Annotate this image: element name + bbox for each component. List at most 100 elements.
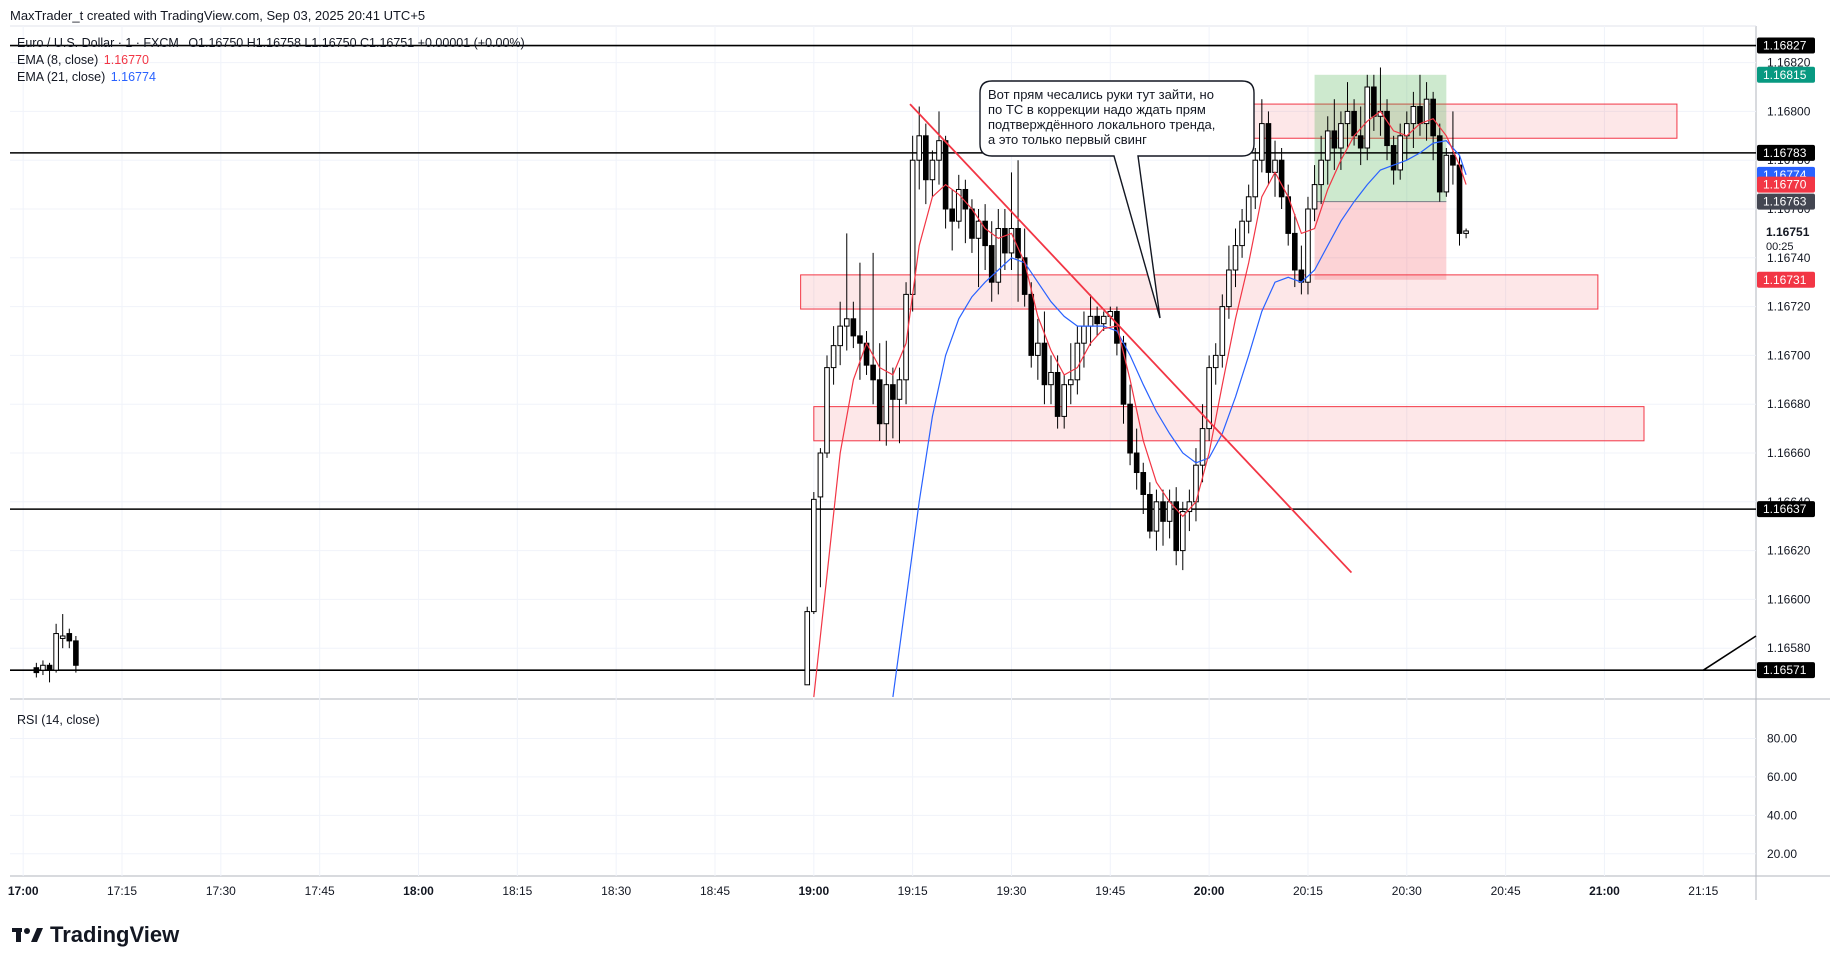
candle-up	[804, 611, 811, 686]
indicator-price-tag-bg	[1757, 193, 1815, 210]
candle-down	[46, 664, 53, 671]
ohlc-values: O1.16750 H1.16758 L1.16750 C1.16751 +0.0…	[188, 36, 525, 50]
candle-down	[1450, 154, 1456, 166]
last-price-bg	[1757, 220, 1815, 253]
ema8-line	[813, 110, 1467, 698]
price-tick-label: 1.16680	[1767, 397, 1811, 411]
ema21-line	[892, 140, 1467, 698]
candle-up	[955, 188, 962, 222]
time-tick-label: 18:15	[502, 884, 532, 898]
candle-up	[1081, 325, 1087, 344]
candle-up	[1100, 315, 1107, 325]
indicator-price-tag-bg	[1757, 66, 1815, 83]
candle-up	[1245, 196, 1252, 222]
price-tick-label: 1.16620	[1767, 544, 1811, 558]
candle-down	[1147, 493, 1153, 532]
candle-up	[1338, 123, 1344, 149]
creator-line: MaxTrader_t created with TradingView.com…	[10, 8, 426, 23]
legend-ema8[interactable]: EMA (8, close) 1.16770	[17, 53, 149, 67]
candle-down	[1384, 110, 1390, 147]
tradingview-logo-icon	[12, 928, 43, 942]
price-tick-label: 1.16820	[1767, 56, 1811, 70]
level-price-tag: 1.16827	[1763, 39, 1807, 53]
candle-up	[1364, 86, 1371, 149]
time-tick-label: 21:00	[1589, 884, 1620, 898]
candle-up	[1199, 428, 1206, 466]
candle-up	[1463, 230, 1469, 234]
level-price-tag: 1.16637	[1763, 502, 1807, 516]
time-tick-label: 20:15	[1293, 884, 1323, 898]
symbol-name[interactable]: Euro / U.S. Dollar · 1 · FXCM	[17, 36, 179, 50]
candle-down	[1390, 145, 1397, 171]
indicator-price-tag: 1.16731	[1763, 273, 1807, 287]
candle-down	[1265, 123, 1272, 173]
legend-rsi[interactable]: RSI (14, close)	[17, 713, 100, 727]
candle-down	[1173, 501, 1180, 552]
indicator-price-tag-bg	[1757, 176, 1815, 193]
candle-down	[1140, 472, 1147, 495]
candle-down	[1094, 315, 1100, 325]
price-tick-label: 1.16700	[1767, 348, 1811, 362]
legend-symbol: Euro / U.S. Dollar · 1 · FXCM O1.16750 H…	[17, 36, 525, 50]
indicator-price-tag: 1.16815	[1763, 68, 1807, 82]
candle-up	[1048, 371, 1054, 386]
candle-down	[876, 379, 883, 425]
candle-up	[1226, 269, 1232, 308]
candles	[33, 67, 1469, 686]
ray-line	[1702, 635, 1757, 671]
time-tick-label: 19:45	[1095, 884, 1125, 898]
candle-down	[982, 220, 988, 247]
callout-text-line: а это только первый свинг	[988, 132, 1147, 147]
candle-up	[1423, 98, 1430, 125]
candle-up	[929, 159, 936, 181]
candle-down	[1021, 257, 1028, 295]
time-tick-label: 19:15	[898, 884, 928, 898]
candle-up	[1219, 306, 1226, 356]
candle-up	[1305, 208, 1311, 283]
rsi-tick-label: 20.00	[1767, 847, 1797, 861]
candle-down	[1430, 98, 1436, 137]
callout-text-line: по ТС в коррекции надо ждать прям	[988, 102, 1206, 117]
candle-down	[850, 318, 857, 337]
candle-down	[1351, 110, 1357, 137]
candle-up	[1035, 342, 1041, 356]
time-tick-label: 17:30	[206, 884, 236, 898]
candle-up	[1067, 379, 1074, 386]
candle-down	[1002, 228, 1008, 254]
candle-down	[33, 667, 40, 674]
price-tags: 1.16827 1.16783 1.16637 1.16571 1.16815 1.167…	[1757, 37, 1815, 679]
candle-down	[66, 633, 73, 642]
candle-down	[1160, 501, 1166, 522]
time-tick-label: 20:45	[1491, 884, 1521, 898]
time-tick-label: 17:15	[107, 884, 137, 898]
position-tool	[1314, 74, 1447, 280]
price-tick-label: 1.16740	[1767, 251, 1811, 265]
candle-down	[969, 208, 975, 239]
candle-down	[1133, 452, 1140, 474]
time-tick-label: 17:45	[305, 884, 335, 898]
price-tick-label: 1.16720	[1767, 300, 1811, 314]
countdown-label: 00:25	[1766, 241, 1794, 253]
candle-up	[1074, 342, 1081, 381]
candle-up	[1259, 123, 1265, 161]
callout-bubble	[979, 80, 1255, 319]
indicator-price-tag: 1.16770	[1763, 178, 1807, 192]
candle-down	[1417, 106, 1423, 125]
candle-up	[1087, 315, 1094, 327]
candle-up	[975, 220, 982, 239]
candle-up	[1179, 511, 1186, 552]
legend-ema21[interactable]: EMA (21, close) 1.16774	[17, 70, 156, 84]
candle-down	[1436, 135, 1443, 193]
candle-up	[1318, 159, 1324, 186]
candle-up	[1239, 220, 1245, 247]
candle-down	[942, 140, 949, 210]
candle-up	[53, 633, 59, 671]
indicator-price-tag: 1.16763	[1763, 195, 1807, 209]
time-tick-label: 19:30	[996, 884, 1026, 898]
time-tick-label: 21:15	[1688, 884, 1718, 898]
candle-up	[896, 379, 903, 400]
candle-down	[1456, 164, 1463, 234]
price-tick-label: 1.16800	[1767, 104, 1811, 118]
price-tick-label: 1.16580	[1767, 641, 1811, 655]
